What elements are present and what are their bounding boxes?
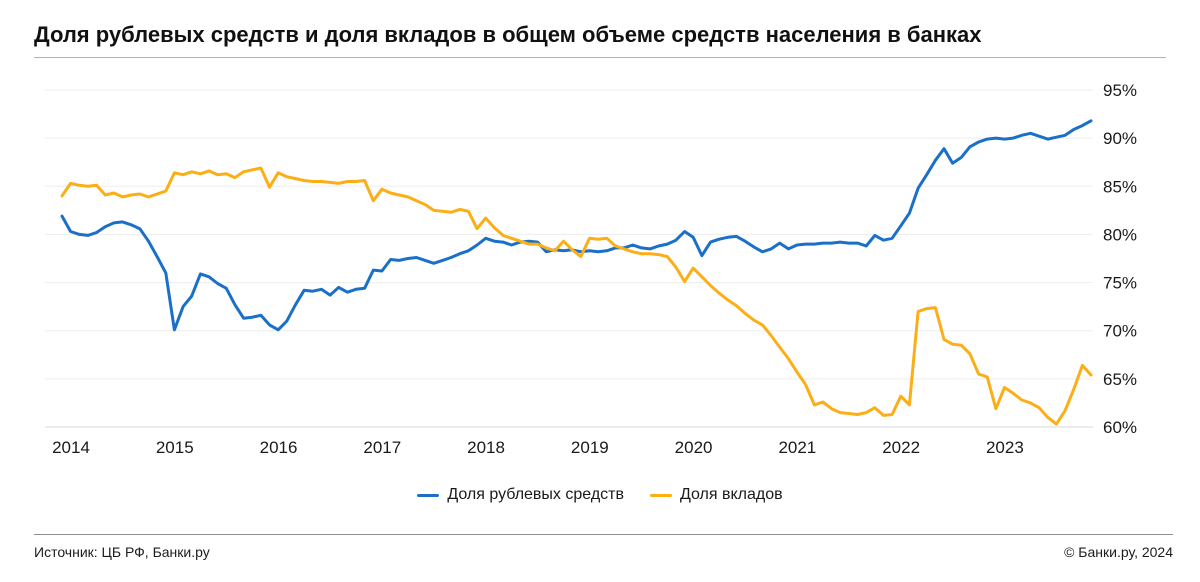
y-tick-label-65: 65% [1103,370,1137,389]
x-tick-label-2021: 2021 [778,438,816,457]
copyright-note: © Банки.ру, 2024 [1064,544,1173,560]
x-tick-label-2019: 2019 [571,438,609,457]
y-tick-label-80: 80% [1103,225,1137,244]
y-tick-label-95: 95% [1103,81,1137,100]
deposits-share-line [60,166,1093,426]
footer-divider [34,534,1173,535]
x-tick-label-2015: 2015 [156,438,194,457]
title-divider [34,57,1166,58]
x-tick-label-2014: 2014 [52,438,90,457]
y-tick-label-70: 70% [1103,322,1137,341]
source-note: Источник: ЦБ РФ, Банки.ру [34,544,210,560]
x-tick-label-2018: 2018 [467,438,505,457]
y-tick-label-85: 85% [1103,177,1137,196]
legend-swatch-ruble-share [417,493,440,497]
page-title: Доля рублевых средств и доля вкладов в о… [34,22,982,47]
y-tick-label-90: 90% [1103,129,1137,148]
legend-item-deposits-share[interactable]: Доля вкладов [649,486,783,504]
y-tick-label-75: 75% [1103,274,1137,293]
legend-label-ruble-share: Доля рублевых средств [447,486,624,503]
ruble-share-line [60,119,1093,332]
y-tick-label-60: 60% [1103,418,1137,437]
legend-item-ruble-share[interactable]: Доля рублевых средств [417,486,624,504]
legend-swatch-deposits-share [649,493,672,497]
footer: Источник: ЦБ РФ, Банки.ру © Банки.ру, 20… [34,544,1173,560]
legend-label-deposits-share: Доля вкладов [679,486,783,503]
x-tick-label-2020: 2020 [675,438,713,457]
legend: Доля рублевых средств Доля вкладов [0,484,1200,506]
x-tick-label-2017: 2017 [363,438,401,457]
x-tick-label-2016: 2016 [260,438,298,457]
chart-canvas: 95% 90% 85% 80% 75% 70% 65% 60% 2014 2015 2016 2017… [45,81,1137,457]
x-tick-label-2022: 2022 [882,438,920,457]
x-tick-label-2023: 2023 [986,438,1024,457]
